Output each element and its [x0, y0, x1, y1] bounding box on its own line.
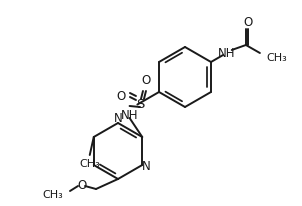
Text: O: O	[141, 74, 151, 87]
Text: S: S	[136, 97, 144, 110]
Text: CH₃: CH₃	[42, 189, 63, 199]
Text: NH: NH	[218, 47, 235, 60]
Text: O: O	[243, 16, 252, 29]
Text: N: N	[114, 112, 122, 125]
Text: O: O	[116, 89, 126, 102]
Text: O: O	[77, 179, 87, 192]
Text: CH₃: CH₃	[79, 158, 100, 168]
Text: NH: NH	[121, 109, 138, 122]
Text: CH₃: CH₃	[266, 53, 287, 63]
Text: N: N	[142, 160, 151, 173]
